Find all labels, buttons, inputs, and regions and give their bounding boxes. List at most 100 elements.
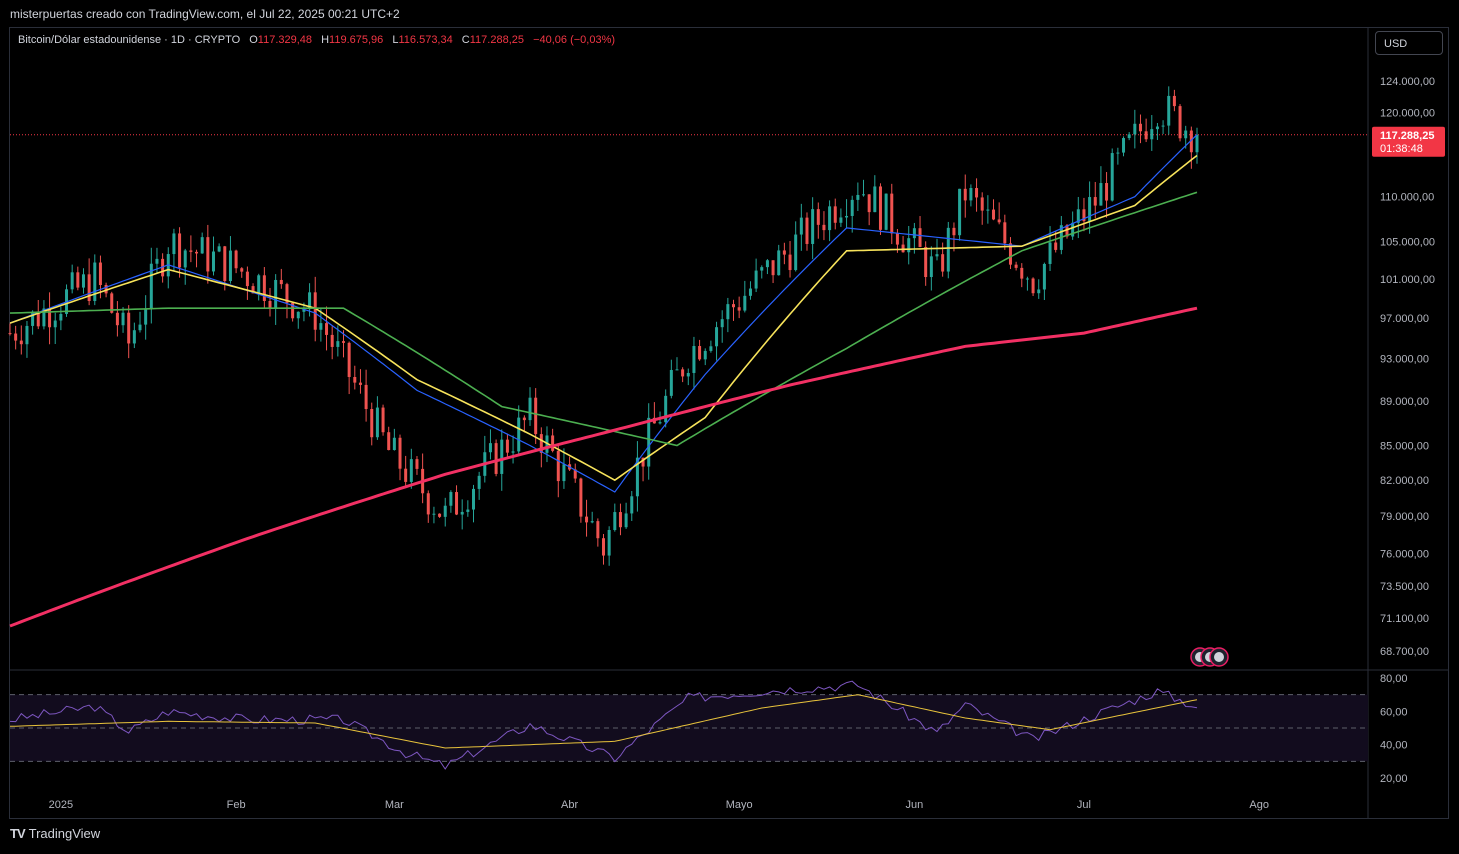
candle-body [1144, 131, 1148, 140]
candle-body [409, 459, 413, 482]
candle-body [924, 246, 928, 278]
candle-body [1008, 243, 1012, 265]
candle-body [579, 478, 583, 517]
candle-body [551, 435, 555, 451]
candle-body [958, 188, 962, 236]
moving-average-blue [9, 134, 1198, 493]
change-value: −40,06 (−0,03%) [533, 34, 616, 46]
candle-body [1178, 106, 1182, 139]
candle-body [754, 270, 758, 289]
candle-body [449, 492, 453, 506]
candle-body [1025, 278, 1029, 280]
candle-body [1172, 95, 1176, 107]
candle-body [500, 439, 504, 474]
price-tick-label: 110.000,00 [1380, 192, 1434, 204]
candle-body [115, 312, 119, 326]
price-tick-label: 85.000,00 [1380, 441, 1429, 453]
candle-body [726, 304, 730, 320]
time-tick-label: Mar [385, 799, 404, 811]
candle-body [245, 271, 249, 287]
candle-body [1037, 289, 1041, 294]
time-tick-label: Abr [561, 799, 578, 811]
candle-body [251, 286, 255, 294]
candle-body [737, 307, 741, 311]
candle-body [42, 308, 46, 327]
candle-body [760, 267, 764, 271]
candle-body [375, 407, 379, 438]
candle-body [918, 228, 922, 247]
candle-body [980, 197, 984, 211]
candle-body [313, 292, 317, 330]
candle-body [607, 530, 611, 556]
candle-body [884, 193, 888, 230]
time-tick-label: Feb [227, 799, 246, 811]
time-tick-label: 2025 [49, 799, 73, 811]
candle-body [8, 333, 12, 335]
currency-button[interactable]: USD [1375, 31, 1443, 55]
moving-average-red [9, 306, 1198, 628]
close-label: C [461, 34, 470, 46]
candle-body [997, 219, 1001, 223]
candle-body [596, 521, 600, 539]
moving-average-yellow [9, 154, 1198, 482]
candle-body [748, 288, 752, 296]
candle-body [771, 260, 775, 276]
candle-body [805, 217, 809, 244]
rsi-line-gold [9, 694, 1198, 749]
candle-body [941, 254, 945, 272]
time-tick-label: Jul [1077, 799, 1091, 811]
candle-body [1127, 134, 1131, 139]
candle-body [1048, 242, 1052, 264]
candle-body [392, 437, 396, 451]
candle-body [31, 311, 35, 326]
candle-body [1105, 183, 1109, 201]
candle-body [189, 250, 193, 252]
candle-body [901, 244, 905, 253]
candle-body [878, 186, 882, 230]
candle-body [172, 233, 176, 255]
candle-body [488, 443, 492, 453]
candle-body [364, 384, 368, 410]
candle-body [211, 251, 215, 272]
candle-body [1088, 197, 1092, 222]
candle-countdown: 01:38:48 [1380, 143, 1423, 155]
candle-body [98, 262, 102, 286]
candle-body [308, 292, 312, 310]
candle-body [432, 513, 436, 515]
candle-body [121, 312, 125, 326]
candle-body [228, 250, 232, 282]
candle-body [138, 324, 142, 331]
candle-body [438, 513, 442, 517]
candle-body [1065, 225, 1069, 237]
candle-body [76, 272, 80, 288]
candle-body [709, 346, 713, 351]
price-tick-label: 79.000,00 [1380, 511, 1429, 523]
candle-body [907, 238, 911, 253]
candle-body [975, 188, 979, 198]
candle-body [613, 512, 617, 531]
candle-body [929, 256, 933, 278]
rsi-tick-label: 60,00 [1380, 706, 1408, 718]
symbol-name[interactable]: Bitcoin/Dólar estadounidense · 1D · CRYP… [18, 34, 241, 46]
candle-body [534, 397, 538, 435]
candle-body [70, 272, 74, 290]
candle-body [777, 250, 781, 276]
low-value: 116.573,34 [398, 34, 453, 46]
candle-body [325, 323, 329, 335]
rsi-tick-label: 20,00 [1380, 773, 1408, 785]
candle-body [471, 488, 475, 510]
candle-body [347, 342, 351, 378]
tradingview-brand[interactable]: TV TradingView [10, 826, 100, 841]
candle-body [195, 251, 199, 254]
candle-body [161, 258, 165, 277]
candle-body [155, 258, 159, 264]
time-tick-label: Mayo [726, 799, 753, 811]
price-tick-label: 97.000,00 [1380, 313, 1429, 325]
candle-body [404, 468, 408, 482]
price-tick-label: 124.000,00 [1380, 76, 1435, 88]
candle-body [743, 295, 747, 311]
price-tick-label: 120.000,00 [1380, 108, 1435, 120]
candle-body [528, 397, 532, 421]
price-tick-label: 73.500,00 [1380, 581, 1429, 593]
